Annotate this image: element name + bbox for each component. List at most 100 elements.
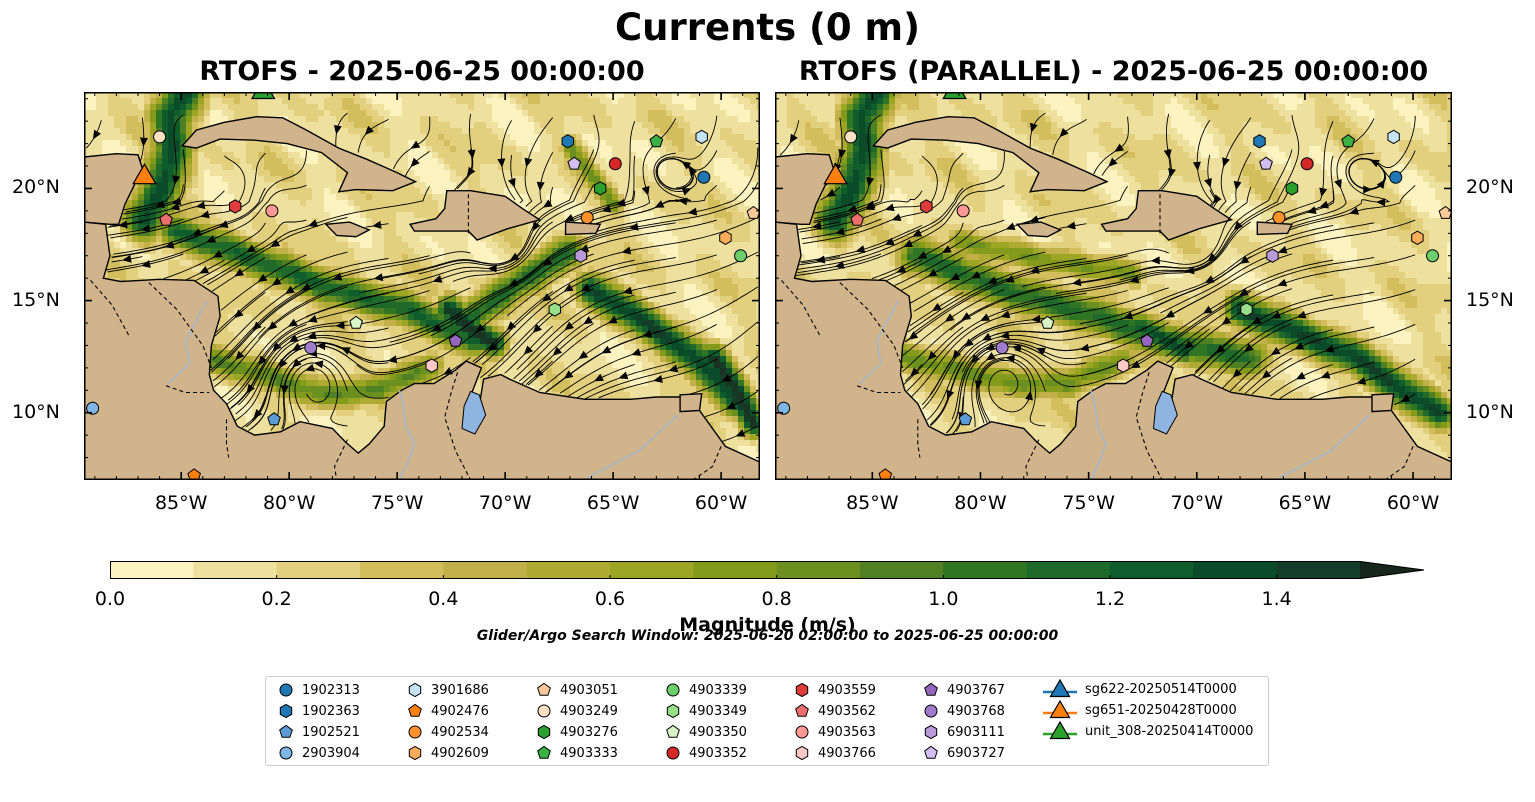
streamline-arrow xyxy=(332,272,343,281)
streamline-arrow xyxy=(912,229,923,237)
legend-label: 4903350 xyxy=(689,724,747,740)
legend-label: sg651-20250428T0000 xyxy=(1085,702,1237,718)
streamline-arrow xyxy=(200,210,210,219)
river xyxy=(1278,414,1371,479)
lon-tick-label: 60°W xyxy=(694,492,748,514)
streamline-arrow xyxy=(171,197,182,205)
glider-unit_308-20250414T0000 xyxy=(250,92,276,100)
float-4903766 xyxy=(1117,358,1130,373)
float-4903767 xyxy=(1140,333,1154,347)
float-4903352 xyxy=(608,157,622,171)
legend-marker-icon xyxy=(537,745,551,759)
float-6903111 xyxy=(574,248,587,263)
streamlines xyxy=(85,112,759,442)
float-6903727 xyxy=(567,156,582,170)
streamline-arrow xyxy=(199,265,210,274)
streamline-arrow xyxy=(982,332,992,341)
streamline-arrow xyxy=(252,321,262,331)
legend-marker-icon xyxy=(795,682,809,698)
float-4903249 xyxy=(844,130,858,144)
circle-marker-icon xyxy=(279,746,293,760)
legend-item: 6903111 xyxy=(923,722,1005,742)
streamline-arrow xyxy=(536,181,545,192)
streamline-arrow xyxy=(306,331,317,340)
circle-marker-icon xyxy=(795,725,809,739)
legend-label: 6903727 xyxy=(947,745,1005,761)
streamline-arrow xyxy=(1025,390,1034,401)
legend-marker-icon xyxy=(666,703,680,719)
colorbar-tick-label: 1.4 xyxy=(1261,588,1292,610)
streamline-arrow xyxy=(92,129,101,140)
legend-marker-icon xyxy=(666,724,680,738)
streamline-arrow xyxy=(1204,178,1212,188)
legend-marker-icon xyxy=(924,745,938,759)
streamline-arrow xyxy=(952,349,962,360)
streamline-arrow xyxy=(687,207,698,216)
colorbar-segment xyxy=(360,561,444,579)
streamline-arrow xyxy=(212,250,223,258)
float-4903333 xyxy=(649,134,664,148)
streamline-arrow xyxy=(410,157,420,168)
streamline-arrow xyxy=(206,235,217,243)
legend-item: 4902534 xyxy=(407,722,489,742)
float-1902521 xyxy=(958,412,973,426)
streamline-arrow xyxy=(1261,369,1272,379)
streamline-arrow xyxy=(927,350,937,361)
legend-item: unit_308-20250414T0000 xyxy=(1043,720,1254,741)
lon-tick-label: 70°W xyxy=(1170,492,1223,514)
legend-item: 4903333 xyxy=(536,743,618,763)
streamline-arrow xyxy=(564,321,575,331)
lon-tick-label: 75°W xyxy=(1062,492,1115,514)
lat-tick-label: 20°N xyxy=(1466,176,1514,199)
country-border xyxy=(333,439,348,480)
float-1902363 xyxy=(1253,134,1266,149)
streamline-arrow xyxy=(506,321,517,331)
legend-item: 4903766 xyxy=(794,743,876,763)
streamline-arrow xyxy=(1192,161,1201,171)
country-border xyxy=(1025,439,1040,480)
streamline-arrow xyxy=(301,282,312,291)
pentagon-marker-icon xyxy=(666,724,680,738)
legend-label: 1902313 xyxy=(302,682,360,698)
legend-marker-icon xyxy=(537,724,551,740)
streamline-arrow xyxy=(1251,316,1262,325)
river xyxy=(858,300,900,385)
panel-title-rtofs-parallel: RTOFS (PARALLEL) - 2025-06-25 00:00:00 xyxy=(798,56,1429,87)
streamline-arrow xyxy=(1320,371,1331,379)
lat-tick-label: 15°N xyxy=(12,288,60,311)
streamline-arrow xyxy=(631,348,642,356)
profiling-floats xyxy=(777,92,1452,480)
colorbar-segment xyxy=(443,561,528,579)
streamline-arrow xyxy=(542,257,553,267)
streamline-arrow xyxy=(234,309,244,319)
land-jamaica xyxy=(324,221,371,238)
float-4903350 xyxy=(349,315,363,329)
streamline-arrow xyxy=(835,227,845,236)
legend-label: unit_308-20250414T0000 xyxy=(1085,723,1254,739)
float-1902313 xyxy=(1389,170,1403,184)
legend: 1902313 1902363 1902521 2903904 3901686 49024… xyxy=(265,676,1269,766)
country-border xyxy=(90,280,130,337)
streamline-arrow xyxy=(721,374,732,382)
legend-item: 2903904 xyxy=(278,743,360,763)
colorbar-label: Magnitude (m/s) xyxy=(679,614,856,636)
legend-item: 4903767 xyxy=(923,680,1005,700)
streamline-arrow xyxy=(1270,346,1281,356)
streamline-arrow xyxy=(122,254,132,263)
float-4903768 xyxy=(304,341,318,355)
river xyxy=(586,414,679,479)
pentagon-marker-icon xyxy=(924,745,938,759)
legend-label: 4903051 xyxy=(560,682,618,698)
country-border xyxy=(917,419,921,458)
search-window-caption: Glider/Argo Search Window: 2025-06-20 02… xyxy=(476,628,1059,644)
streamline-arrow xyxy=(268,321,278,331)
streamline-arrow xyxy=(896,265,907,273)
streamline-arrow xyxy=(607,315,618,324)
glider-sg651-20250428T0000 xyxy=(823,162,848,185)
streamline-arrow xyxy=(1221,316,1232,325)
streamline-arrow xyxy=(563,283,574,292)
streamline-arrow xyxy=(139,137,148,147)
streamline-arrow xyxy=(373,273,384,282)
streamline-arrow xyxy=(313,360,324,369)
streamline-arrow xyxy=(826,188,837,197)
